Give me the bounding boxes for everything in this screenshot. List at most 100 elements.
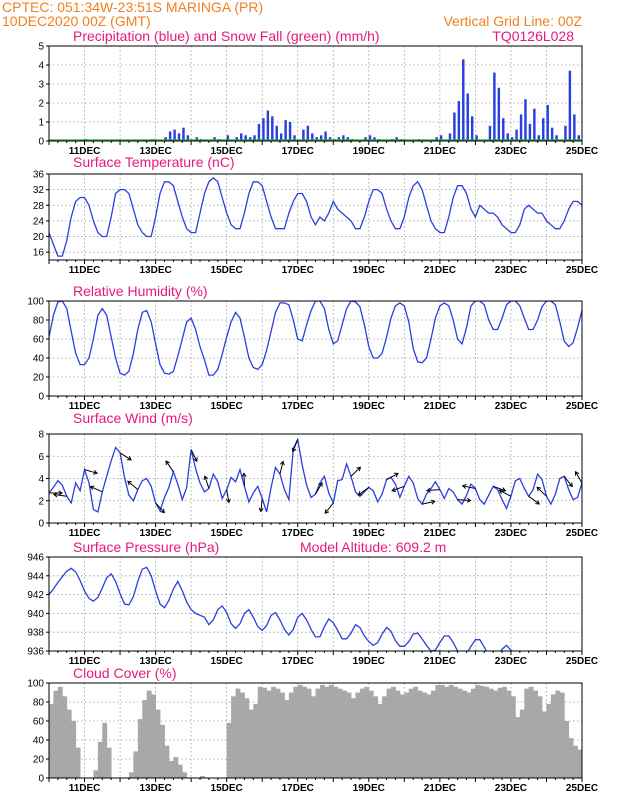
wind-arrow (457, 499, 471, 502)
wind-arrow-head (356, 466, 362, 472)
wind-arrow (324, 502, 334, 514)
cloud-bar (577, 749, 582, 778)
cloud-bar (93, 770, 99, 778)
precip-bar (271, 116, 274, 141)
cloud-bar (168, 760, 174, 778)
date-label: 25DEC (566, 265, 598, 276)
precip-bar (266, 110, 270, 141)
panel-frame (48, 173, 583, 261)
date-label: 15DEC (211, 783, 243, 794)
panel-title: Precipitation (blue) and Snow Fall (gree… (73, 28, 380, 44)
precip-bar (257, 123, 261, 141)
cloud-bar (106, 747, 112, 778)
date-label: 13DEC (139, 528, 171, 539)
cloud-bar (386, 688, 392, 778)
precip-bar (564, 125, 567, 141)
panel-title: Cloud Cover (%) (73, 665, 176, 681)
precip-bar (164, 137, 167, 141)
precip-bar (542, 118, 545, 141)
date-label: 11DEC (69, 528, 101, 539)
precip-bar (506, 133, 509, 141)
wind-arrow-head (498, 489, 504, 494)
date-label: 11DEC (69, 656, 101, 667)
date-label: 21DEC (424, 401, 456, 412)
precip-bar (600, 137, 602, 141)
cloud-bar (155, 709, 161, 778)
cloud-bar (284, 700, 290, 778)
wind-arrow (350, 466, 361, 477)
cloud-bar (564, 721, 570, 778)
precip-bar (595, 118, 597, 141)
panel-frame (48, 300, 583, 397)
cloud-bar (146, 690, 152, 778)
wind-arrow (84, 469, 98, 474)
date-label: 25DEC (566, 783, 598, 794)
date-label: 23DEC (495, 146, 527, 157)
wind-arrow (499, 489, 512, 497)
cloud-bar (457, 688, 463, 778)
y-tick-label: 20 (33, 232, 45, 243)
precip-bar (604, 111, 606, 141)
wind-arrow-head (568, 482, 573, 488)
precip-bar (448, 133, 452, 141)
cloud-bar (342, 690, 347, 778)
cloud-bar (75, 747, 81, 778)
y-tick-label: 32 (33, 185, 45, 196)
wind-arrow (426, 489, 440, 492)
precip-bar (239, 133, 243, 141)
cloud-bar (453, 686, 459, 778)
y-tick-label: 4 (38, 474, 44, 485)
wind-arrow-head (127, 456, 132, 461)
cloud-bar (315, 688, 321, 778)
date-label: 19DEC (353, 783, 385, 794)
precipitation-panel: TQ0126L028 Precipitation (blue) and Snow… (38, 28, 606, 157)
date-label: 19DEC (353, 401, 385, 412)
wind-arrow (204, 475, 210, 489)
precip-bar (586, 128, 588, 141)
precip-bar (524, 99, 527, 141)
precip-bar (555, 135, 558, 141)
cloud-bar (417, 690, 423, 778)
precip-bar (319, 135, 323, 141)
cloud-bar (164, 745, 170, 778)
cloud-bar (337, 688, 343, 778)
precip-bar (528, 123, 532, 141)
model-code-label: TQ0126L028 (492, 28, 574, 44)
cloud-bar (328, 684, 334, 778)
wind-arrow-head (536, 486, 542, 492)
cloud-bar (279, 692, 285, 778)
cloud-bar (488, 688, 494, 778)
precip-bar (244, 135, 247, 141)
y-tick-label: 20 (33, 373, 45, 384)
cloud-bar (510, 696, 516, 778)
cloud-bar (373, 696, 379, 778)
date-label: 11DEC (69, 783, 101, 794)
wind-arrow (119, 452, 132, 461)
precip-bar (457, 101, 461, 141)
plot-area (49, 566, 535, 651)
cloud-bar (542, 711, 547, 778)
cloud-bar (293, 686, 299, 778)
date-label: 13DEC (139, 783, 171, 794)
wind-arrow-head (466, 497, 472, 503)
cloud-bar (200, 776, 205, 778)
plot-area (49, 301, 582, 376)
wind-arrow-head (165, 460, 170, 466)
cloud-bar (391, 686, 396, 778)
cloud-bar (359, 688, 365, 778)
wind-arrow (53, 493, 67, 497)
y-tick-label: 3 (38, 80, 44, 91)
cloud-bar (275, 688, 281, 778)
cloud-bar (600, 687, 605, 778)
pres-line (49, 566, 535, 651)
cloud-bar (177, 764, 183, 778)
y-tick-label: 100 (27, 679, 44, 690)
cloud-bar (231, 696, 236, 778)
wind-arrow (90, 486, 103, 493)
precip-bar (328, 137, 332, 141)
wind-arrow-head (461, 484, 467, 489)
wind-arrow (190, 449, 198, 462)
wind-arrow (462, 485, 476, 490)
wind-arrow-head (391, 487, 397, 492)
